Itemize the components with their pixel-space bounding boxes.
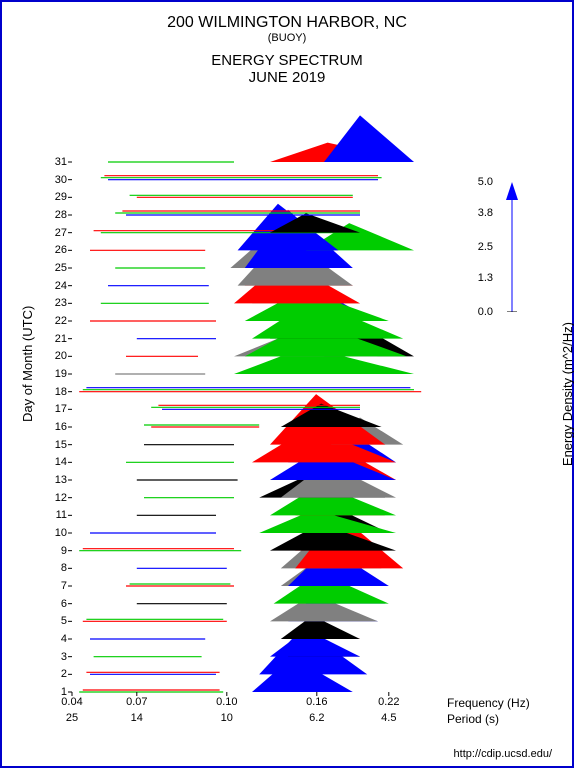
y-tick: 13 [47,474,67,486]
legend-label: Energy Density (m^2/Hz) [560,322,574,466]
y-tick: 22 [47,315,67,327]
x-tick-freq: 0.22 [378,696,399,708]
y-tick: 10 [47,527,67,539]
y-tick: 5 [47,615,67,627]
legend-tick: 5.0 [469,176,493,188]
title-block: 200 WILMINGTON HARBOR, NC (BUOY) ENERGY … [2,2,572,86]
title-spectrum: ENERGY SPECTRUM [2,52,572,69]
y-tick: 9 [47,545,67,557]
x-tick-period: 6.2 [309,712,324,724]
y-tick: 16 [47,421,67,433]
x-label-period: Period (s) [447,712,499,726]
arrow-icon [497,182,527,312]
y-tick: 30 [47,174,67,186]
legend-tick: 1.3 [469,272,493,284]
y-tick: 27 [47,227,67,239]
y-tick: 8 [47,562,67,574]
y-tick: 28 [47,209,67,221]
y-axis-label: Day of Month (UTC) [20,306,35,422]
legend-tick: 2.5 [469,241,493,253]
chart-container: 200 WILMINGTON HARBOR, NC (BUOY) ENERGY … [0,0,574,768]
y-tick: 14 [47,456,67,468]
y-tick: 6 [47,598,67,610]
footer-url: http://cdip.ucsd.edu/ [454,748,552,760]
x-tick-period: 4.5 [381,712,396,724]
y-tick: 29 [47,191,67,203]
y-tick: 2 [47,668,67,680]
x-tick-freq: 0.16 [306,696,327,708]
title-main: 200 WILMINGTON HARBOR, NC [2,14,572,32]
y-tick: 31 [47,156,67,168]
title-date: JUNE 2019 [2,69,572,86]
x-tick-period: 25 [66,712,78,724]
y-tick: 15 [47,439,67,451]
y-tick: 23 [47,297,67,309]
y-tick: 20 [47,350,67,362]
x-tick-period: 10 [221,712,233,724]
x-label-freq: Frequency (Hz) [447,696,530,710]
y-tick: 21 [47,333,67,345]
spectrum-plot [72,162,432,692]
x-tick-freq: 0.04 [61,696,82,708]
x-tick-freq: 0.07 [126,696,147,708]
y-tick: 19 [47,368,67,380]
legend-tick: 0.0 [469,306,493,318]
y-tick: 12 [47,492,67,504]
y-tick: 11 [47,509,67,521]
y-tick: 4 [47,633,67,645]
y-tick: 18 [47,386,67,398]
legend-arrow: 5.03.82.51.30.0 [497,182,527,312]
x-tick-period: 14 [131,712,143,724]
y-tick: 26 [47,244,67,256]
y-tick: 25 [47,262,67,274]
y-tick: 24 [47,280,67,292]
y-tick: 3 [47,651,67,663]
x-tick-freq: 0.10 [216,696,237,708]
title-sub: (BUOY) [2,32,572,44]
legend-tick: 3.8 [469,207,493,219]
y-tick: 7 [47,580,67,592]
y-tick: 17 [47,403,67,415]
